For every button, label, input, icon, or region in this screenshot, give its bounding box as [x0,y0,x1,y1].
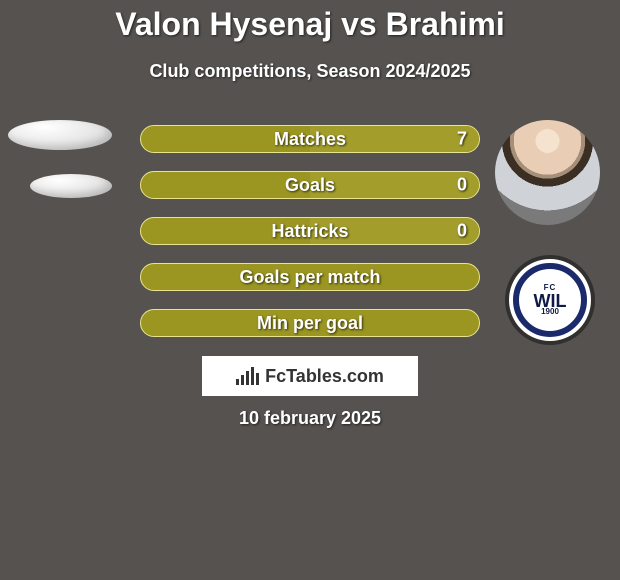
stat-value: 0 [457,221,467,242]
stat-bar: Matches 7 [140,125,480,153]
stat-label: Goals [285,175,335,196]
stat-label: Matches [274,129,346,150]
stat-bar: Goals per match [140,263,480,291]
player2-club-logo: FC WIL 1900 [505,255,595,345]
stat-bar: Min per goal [140,309,480,337]
stat-value: 0 [457,175,467,196]
player2-avatar [495,120,600,225]
subtitle: Club competitions, Season 2024/2025 [0,61,620,82]
club-logo-ring: FC WIL 1900 [513,263,587,337]
club-logo-text: FC WIL 1900 [534,284,567,316]
right-player-column: FC WIL 1900 [495,120,600,345]
comparison-infographic: Valon Hysenaj vs Brahimi Club competitio… [0,0,620,580]
stat-bar: Hattricks 0 [140,217,480,245]
player1-avatar-placeholder [8,120,112,150]
stat-label: Goals per match [239,267,380,288]
page-title: Valon Hysenaj vs Brahimi [0,0,620,43]
bars-icon [236,367,259,385]
player1-club-placeholder [30,174,112,198]
credit-text: FcTables.com [265,366,384,387]
stat-label: Hattricks [271,221,348,242]
stat-value: 7 [457,129,467,150]
stats-chart: Matches 7 Goals 0 Hattricks 0 Goals per match M… [140,125,480,355]
left-player-column [8,120,112,198]
date-text: 10 february 2025 [239,408,381,429]
credit-badge: FcTables.com [202,356,418,396]
stat-label: Min per goal [257,313,363,334]
stat-bar: Goals 0 [140,171,480,199]
